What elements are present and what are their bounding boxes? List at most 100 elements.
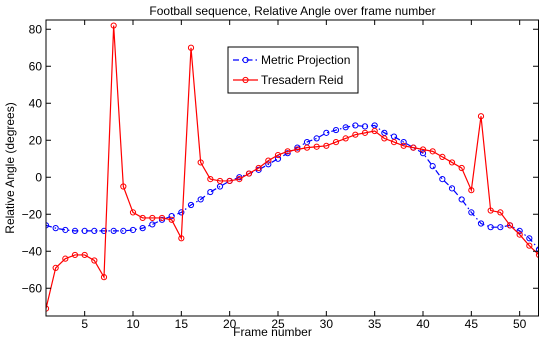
x-tick-label: 30 bbox=[320, 317, 334, 331]
x-tick-label: 10 bbox=[126, 317, 140, 331]
data-point bbox=[91, 257, 98, 264]
x-tick-label: 20 bbox=[223, 317, 237, 331]
x-tick-label: 15 bbox=[175, 317, 189, 331]
data-point bbox=[458, 164, 465, 172]
data-point bbox=[168, 213, 175, 220]
data-point bbox=[526, 242, 533, 249]
data-point bbox=[178, 209, 185, 216]
data-point bbox=[487, 224, 494, 231]
data-point bbox=[390, 133, 398, 140]
data-point bbox=[236, 176, 243, 183]
data-point bbox=[361, 123, 369, 130]
data-point bbox=[139, 214, 146, 222]
data-point bbox=[439, 153, 446, 160]
data-point bbox=[400, 139, 407, 146]
data-point bbox=[207, 188, 214, 196]
data-point bbox=[245, 170, 253, 177]
data-point bbox=[139, 225, 146, 232]
data-point bbox=[274, 155, 282, 162]
data-point bbox=[197, 196, 204, 203]
data-point bbox=[497, 209, 504, 216]
data-point bbox=[284, 150, 291, 157]
chart-title: Football sequence, Relative Angle over f… bbox=[149, 4, 435, 18]
data-point bbox=[535, 251, 539, 259]
data-point bbox=[429, 163, 436, 170]
data-point bbox=[129, 226, 137, 234]
data-point bbox=[294, 146, 301, 153]
x-tick-label: 50 bbox=[513, 317, 527, 331]
data-point bbox=[323, 142, 330, 149]
data-point bbox=[371, 127, 378, 135]
data-point bbox=[361, 129, 369, 136]
data-point bbox=[342, 124, 349, 131]
data-point bbox=[419, 150, 427, 157]
data-point bbox=[352, 131, 359, 138]
data-point bbox=[468, 187, 475, 194]
data-point bbox=[158, 214, 166, 222]
ticks-layer: 5 10 15 20 25 30 35 40 45 50 −60 −40 −20 0 20 40 60 80 bbox=[22, 20, 538, 331]
y-tick-label: −20 bbox=[22, 207, 43, 221]
data-point bbox=[52, 225, 59, 232]
data-point bbox=[516, 227, 523, 234]
data-point bbox=[323, 129, 330, 136]
data-point bbox=[265, 157, 272, 164]
data-point bbox=[303, 144, 311, 151]
x-tick-label: 35 bbox=[368, 317, 382, 331]
y-tick-label: 80 bbox=[29, 22, 43, 36]
data-point bbox=[468, 209, 475, 216]
data-point bbox=[178, 235, 185, 242]
series-tresadern-reid bbox=[46, 22, 539, 312]
data-point bbox=[448, 159, 456, 166]
data-point bbox=[390, 139, 398, 146]
x-tick-label: 25 bbox=[271, 317, 285, 331]
data-point bbox=[255, 164, 262, 172]
data-point bbox=[110, 227, 117, 234]
data-point bbox=[81, 251, 88, 259]
data-point bbox=[100, 227, 108, 234]
data-point bbox=[81, 227, 88, 234]
data-point bbox=[91, 227, 98, 234]
data-point bbox=[120, 183, 127, 190]
data-point bbox=[313, 143, 320, 150]
data-point bbox=[110, 22, 117, 29]
series-line bbox=[46, 25, 539, 309]
data-point bbox=[439, 176, 446, 183]
data-point bbox=[400, 142, 407, 149]
series-metric-projection bbox=[46, 122, 539, 253]
data-point bbox=[100, 274, 108, 281]
legend-swatch-marker bbox=[242, 76, 249, 84]
legend-entry-label: Metric Projection bbox=[261, 53, 350, 67]
y-tick-label: 60 bbox=[29, 59, 43, 73]
data-point bbox=[226, 177, 233, 185]
data-point bbox=[207, 176, 214, 183]
data-point bbox=[149, 214, 156, 222]
data-point bbox=[158, 216, 166, 223]
data-point bbox=[274, 151, 282, 159]
data-point bbox=[448, 185, 456, 192]
data-point bbox=[516, 231, 523, 238]
y-tick-label: 0 bbox=[35, 170, 42, 184]
data-point bbox=[52, 264, 59, 271]
data-point bbox=[187, 201, 195, 209]
data-point bbox=[381, 135, 388, 142]
legend: Metric Projection Tresadern Reid bbox=[227, 46, 359, 94]
data-point bbox=[526, 235, 533, 242]
x-tick-label: 5 bbox=[81, 317, 88, 331]
data-point bbox=[535, 246, 539, 253]
data-point bbox=[129, 209, 137, 216]
x-tick-label: 40 bbox=[416, 317, 430, 331]
data-point bbox=[313, 135, 320, 142]
data-point bbox=[497, 224, 504, 231]
data-point bbox=[62, 226, 69, 234]
y-tick-label: 40 bbox=[29, 96, 43, 110]
data-point bbox=[352, 122, 359, 129]
data-point bbox=[197, 159, 204, 166]
x-tick-label: 45 bbox=[465, 317, 479, 331]
data-point bbox=[429, 148, 436, 155]
data-point bbox=[71, 251, 79, 259]
data-point bbox=[187, 44, 195, 51]
data-point bbox=[477, 220, 485, 227]
data-point bbox=[458, 196, 465, 203]
x-axis-label: Frame number bbox=[233, 325, 312, 339]
